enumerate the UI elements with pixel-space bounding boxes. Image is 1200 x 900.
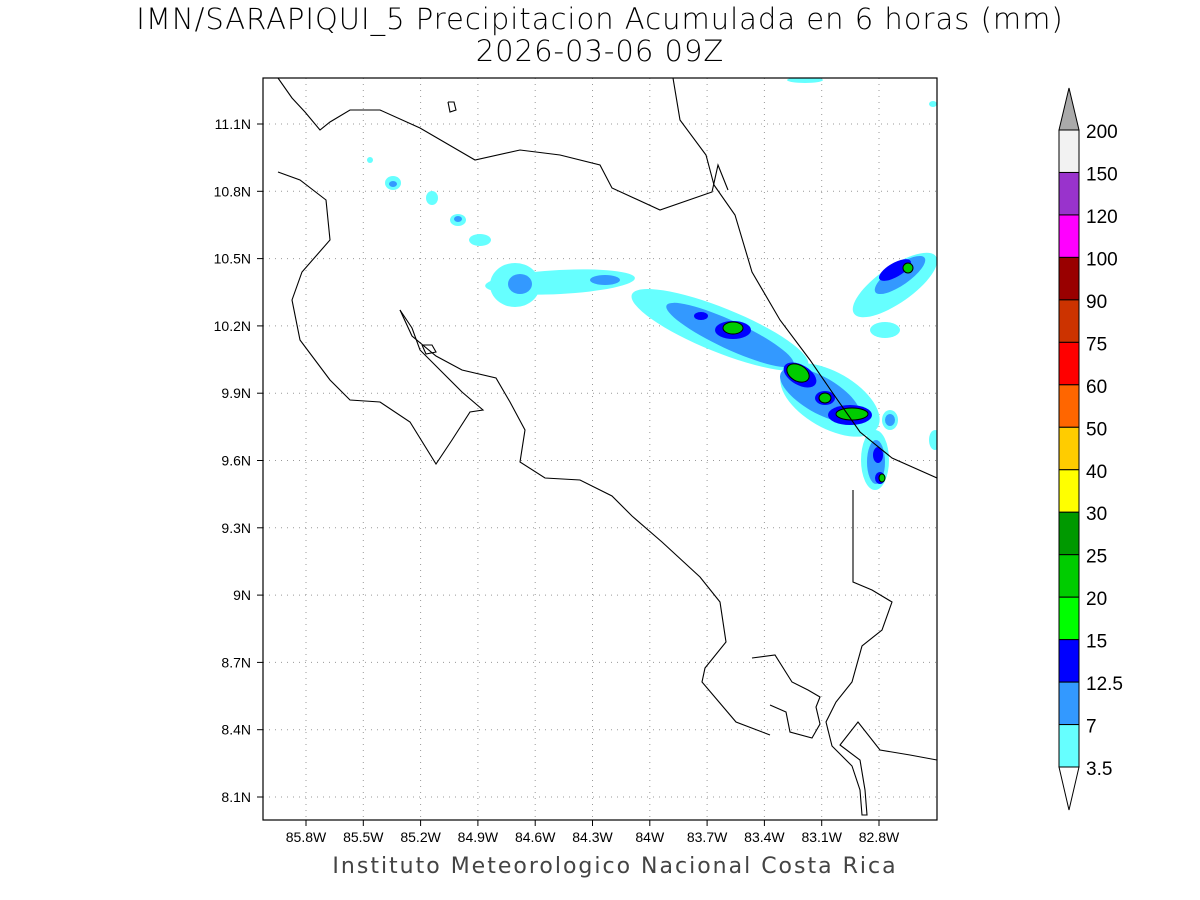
colorbar-label: 100 xyxy=(1086,249,1118,270)
lon-tick-label: 85.5W xyxy=(343,829,384,845)
map-title: IMN/SARAPIQUI_5 Precipitacion Acumulada … xyxy=(136,2,1064,36)
colorbar-label: 120 xyxy=(1086,207,1118,228)
colorbar-under-arrow xyxy=(1058,766,1080,811)
map-frame xyxy=(262,77,938,821)
lon-tick-label: 83.4W xyxy=(744,829,785,845)
lon-tick-label: 82.8W xyxy=(859,829,900,845)
lat-tick-label: 8.7N xyxy=(221,654,251,670)
colorbar-label: 40 xyxy=(1086,462,1107,483)
colorbar-swatch xyxy=(1058,171,1080,216)
colorbar-label: 3.5 xyxy=(1086,759,1112,780)
colorbar-label: 75 xyxy=(1086,334,1107,355)
colorbar-swatch xyxy=(1058,256,1080,301)
colorbar-swatch xyxy=(1058,681,1080,726)
colorbar-label: 20 xyxy=(1086,589,1107,610)
lon-tick-label: 84.9W xyxy=(458,829,499,845)
lat-tick-label: 9.9N xyxy=(221,385,251,401)
colorbar-label: 90 xyxy=(1086,292,1107,313)
colorbar-swatch xyxy=(1058,469,1080,513)
colorbar-label: 15 xyxy=(1086,632,1107,653)
lat-tick-label: 10.2N xyxy=(214,318,251,334)
grid-lines xyxy=(263,78,937,820)
colorbar-swatch xyxy=(1058,639,1080,683)
colorbar-swatch xyxy=(1058,511,1080,556)
lat-tick-label: 9.3N xyxy=(221,520,251,536)
precip-field xyxy=(367,78,937,490)
colorbar-label: 50 xyxy=(1086,419,1107,440)
lon-tick-labels: 85.8W 85.5W 85.2W 84.9W 84.6W 84.3W 84W 83.7W 83… xyxy=(286,820,900,845)
map-subtitle: 2026-03-06 09Z xyxy=(475,34,725,68)
colorbar-label: 150 xyxy=(1086,164,1118,185)
lon-tick-label: 83.1W xyxy=(801,829,842,845)
lon-tick-label: 84.6W xyxy=(515,829,556,845)
colorbar-swatch xyxy=(1058,596,1080,641)
lat-tick-label: 9.6N xyxy=(221,453,251,469)
colorbar-label: 30 xyxy=(1086,504,1107,525)
colorbar-over-arrow xyxy=(1058,87,1080,131)
lat-tick-label: 10.8N xyxy=(214,183,251,199)
footer-credit: Instituto Meteorologico Nacional Costa R… xyxy=(332,854,898,879)
lat-tick-labels: 11.1N 10.8N 10.5N 10.2N 9.9N 9.6N 9.3N 9N 8.7N 8.… xyxy=(214,116,263,805)
colorbar-swatch xyxy=(1058,299,1080,343)
lon-tick-label: 85.2W xyxy=(400,829,441,845)
lat-tick-label: 11.1N xyxy=(215,116,251,132)
colorbar-label: 25 xyxy=(1086,547,1107,568)
colorbar-label: 7 xyxy=(1086,717,1097,738)
colorbar-swatch xyxy=(1058,724,1080,768)
colorbar-label: 60 xyxy=(1086,377,1107,398)
colorbar-label: 200 xyxy=(1086,122,1118,143)
colorbar: 200 150 120 100 90 75 60 50 40 30 25 20 15 12.5 7 3.5 xyxy=(1058,87,1123,811)
lon-tick-label: 83.7W xyxy=(687,829,728,845)
lat-tick-label: 9N xyxy=(233,587,251,603)
colorbar-swatch xyxy=(1058,129,1080,173)
lat-tick-label: 8.4N xyxy=(221,722,251,738)
coastlines xyxy=(277,78,937,816)
colorbar-swatch xyxy=(1058,384,1080,428)
colorbar-swatch xyxy=(1058,426,1080,471)
colorbar-swatch xyxy=(1058,341,1080,386)
lat-tick-label: 8.1N xyxy=(221,789,251,805)
lat-tick-label: 10.5N xyxy=(214,251,251,267)
lon-tick-label: 85.8W xyxy=(286,829,327,845)
lon-tick-label: 84.3W xyxy=(572,829,613,845)
colorbar-swatch xyxy=(1058,214,1080,258)
colorbar-swatch xyxy=(1058,554,1080,598)
colorbar-label: 12.5 xyxy=(1086,674,1123,695)
lon-tick-label: 84W xyxy=(635,829,665,845)
